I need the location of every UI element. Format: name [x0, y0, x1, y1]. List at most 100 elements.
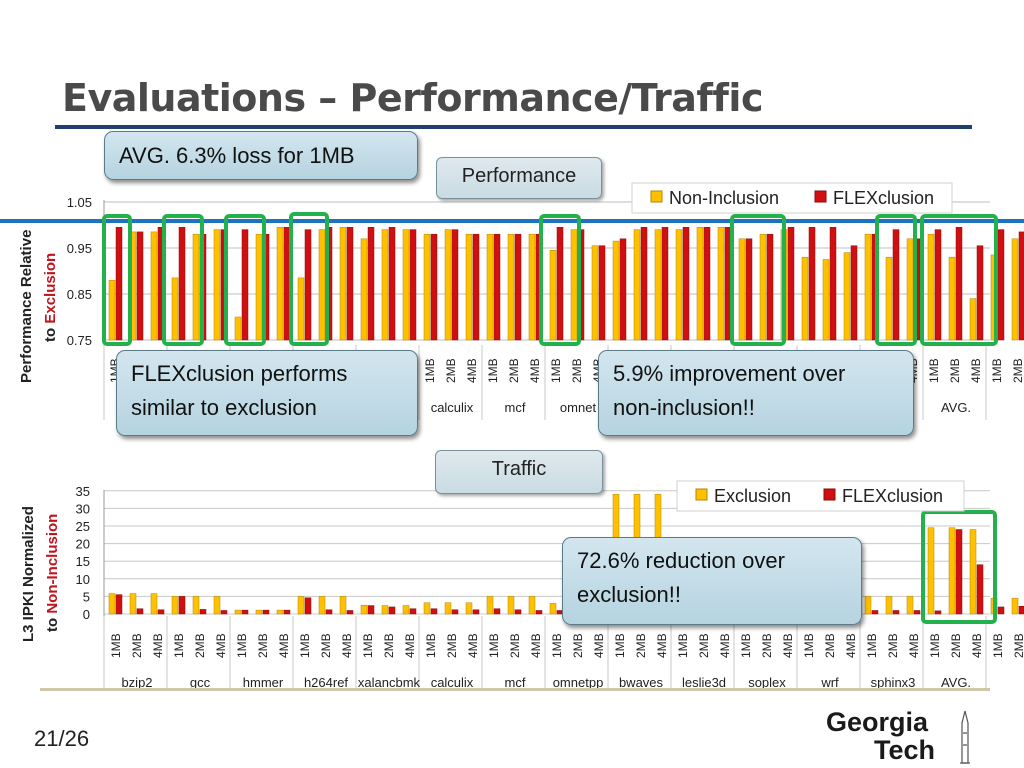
traffic-bar-exclusion	[339, 596, 347, 615]
traffic-bar-flexclusion	[283, 609, 291, 615]
traffic-bar-exclusion	[402, 605, 410, 615]
perf-bar-noninclusion	[759, 233, 767, 341]
perf-bar-noninclusion	[591, 245, 599, 341]
traffic-bar-flexclusion	[409, 608, 417, 615]
traffic-bar-flexclusion	[871, 610, 879, 615]
perf-bar-noninclusion	[171, 277, 179, 341]
traffic-highlight-box	[921, 510, 997, 624]
perf-bar-noninclusion	[486, 233, 494, 341]
traffic-bar-flexclusion	[220, 610, 228, 615]
perf-highlight-box	[224, 214, 266, 346]
perf-bar-noninclusion	[234, 316, 242, 341]
perf-bar-flexclusion	[493, 233, 501, 341]
traffic-group-label: gcc	[190, 675, 211, 690]
perf-legend-swatch-flexclusion	[814, 190, 827, 203]
traffic-bar-exclusion	[444, 602, 452, 615]
traffic-bar-flexclusion	[178, 596, 186, 615]
traffic-group-label: sphinx3	[871, 675, 916, 690]
traffic-legend-label-flexclusion: FLEXclusion	[842, 486, 943, 506]
perf-bar-noninclusion	[696, 227, 704, 341]
traffic-xtick-label: 1MB	[109, 633, 123, 658]
logo-line2: Tech	[874, 735, 935, 765]
traffic-bar-exclusion	[276, 609, 284, 615]
perf-xtick-label: 1MB	[927, 358, 941, 383]
improvement-line2: non-inclusion!!	[613, 395, 755, 420]
perf-highlight-box	[162, 214, 204, 346]
avg-loss-callout: AVG. 6.3% loss for 1MB	[104, 131, 418, 180]
perf-ytick-label: 1.05	[67, 195, 92, 210]
perf-bar-flexclusion	[136, 231, 144, 341]
traffic-group-label: omnetpp	[553, 675, 604, 690]
traffic-group-label: soplex	[748, 675, 786, 690]
perf-legend-label-noninclusion: Non-Inclusion	[669, 188, 779, 208]
traffic-bar-flexclusion	[955, 529, 963, 615]
perf-bar-noninclusion	[801, 256, 809, 341]
perf-bar-noninclusion	[192, 233, 200, 341]
traffic-bar-exclusion	[885, 596, 893, 615]
perf-bar-flexclusion	[661, 227, 669, 341]
perf-bar-noninclusion	[213, 229, 221, 341]
perf-highlight-box	[539, 214, 581, 346]
traffic-xtick-label: 4MB	[907, 633, 921, 658]
traffic-bar-exclusion	[528, 596, 536, 615]
perf-bar-flexclusion	[472, 233, 480, 341]
perf-ytick-label: 0.85	[67, 287, 92, 302]
perf-xtick-label: 4MB	[528, 358, 542, 383]
avg-loss-text: AVG. 6.3% loss for 1MB	[119, 143, 355, 168]
perf-bar-noninclusion	[843, 252, 851, 341]
traffic-bar-exclusion	[150, 593, 158, 615]
perf-bar-flexclusion	[829, 227, 837, 341]
flex-similar-line1: FLEXclusion performs	[131, 361, 348, 386]
traffic-xtick-label: 2MB	[130, 633, 144, 658]
traffic-xtick-label: 4MB	[151, 633, 165, 658]
traffic-bar-flexclusion	[346, 610, 354, 615]
traffic-xtick-label: 2MB	[256, 633, 270, 658]
perf-bar-noninclusion	[339, 227, 347, 341]
perf-bar-flexclusion	[514, 233, 522, 341]
traffic-xtick-label: 1MB	[172, 633, 186, 658]
traffic-xtick-label: 1MB	[865, 633, 879, 658]
traffic-ytick-label: 5	[83, 589, 90, 604]
perf-bar-flexclusion	[619, 238, 627, 341]
perf-bar-noninclusion	[360, 238, 368, 341]
perf-xtick-label: 1MB	[486, 358, 500, 383]
perf-bar-noninclusion	[465, 233, 473, 341]
perf-bar-noninclusion	[549, 250, 557, 341]
traffic-ytick-label: 35	[76, 484, 90, 499]
perf-bar-flexclusion	[409, 229, 417, 341]
perf-bar-flexclusion	[115, 227, 123, 341]
traffic-xtick-label: 2MB	[193, 633, 207, 658]
perf-bar-noninclusion	[885, 256, 893, 341]
traffic-bar-flexclusion	[514, 609, 522, 615]
perf-legend: Non-Inclusion FLEXclusion	[631, 182, 953, 214]
traffic-bar-flexclusion	[367, 605, 375, 615]
traffic-bar-exclusion	[297, 596, 305, 615]
perf-bar-noninclusion	[612, 240, 620, 341]
traffic-ytick-label: 25	[76, 519, 90, 534]
perf-bar-noninclusion	[927, 233, 935, 341]
traffic-bar-flexclusion	[493, 608, 501, 615]
traffic-bar-flexclusion	[304, 597, 312, 615]
perf-bar-noninclusion	[864, 233, 872, 341]
slide-title: Evaluations – Performance/Traffic	[62, 76, 763, 120]
perf-xtick-label: 1MB	[549, 358, 563, 383]
traffic-xtick-label: 2MB	[571, 633, 585, 658]
traffic-bar-exclusion	[864, 596, 872, 615]
logo-line1: Georgia	[826, 707, 929, 737]
traffic-group-label: hmmer	[243, 675, 284, 690]
traffic-bar-flexclusion	[451, 609, 459, 615]
perf-legend-box	[631, 182, 953, 214]
traffic-legend-box	[676, 480, 965, 512]
reduction-line2: exclusion!!	[577, 582, 681, 607]
traffic-xtick-label: 1MB	[991, 633, 1005, 658]
traffic-bar-exclusion	[465, 602, 473, 615]
traffic-bar-exclusion	[486, 596, 494, 615]
traffic-xtick-label: 1MB	[550, 633, 564, 658]
perf-bar-noninclusion	[738, 238, 746, 341]
perf-xtick-label: 1MB	[423, 358, 437, 383]
traffic-xtick-label: 2MB	[445, 633, 459, 658]
traffic-xtick-label: 2MB	[823, 633, 837, 658]
traffic-ytick-label: 15	[76, 554, 90, 569]
traffic-xtick-label: 1MB	[361, 633, 375, 658]
traffic-xtick-label: 4MB	[844, 633, 858, 658]
